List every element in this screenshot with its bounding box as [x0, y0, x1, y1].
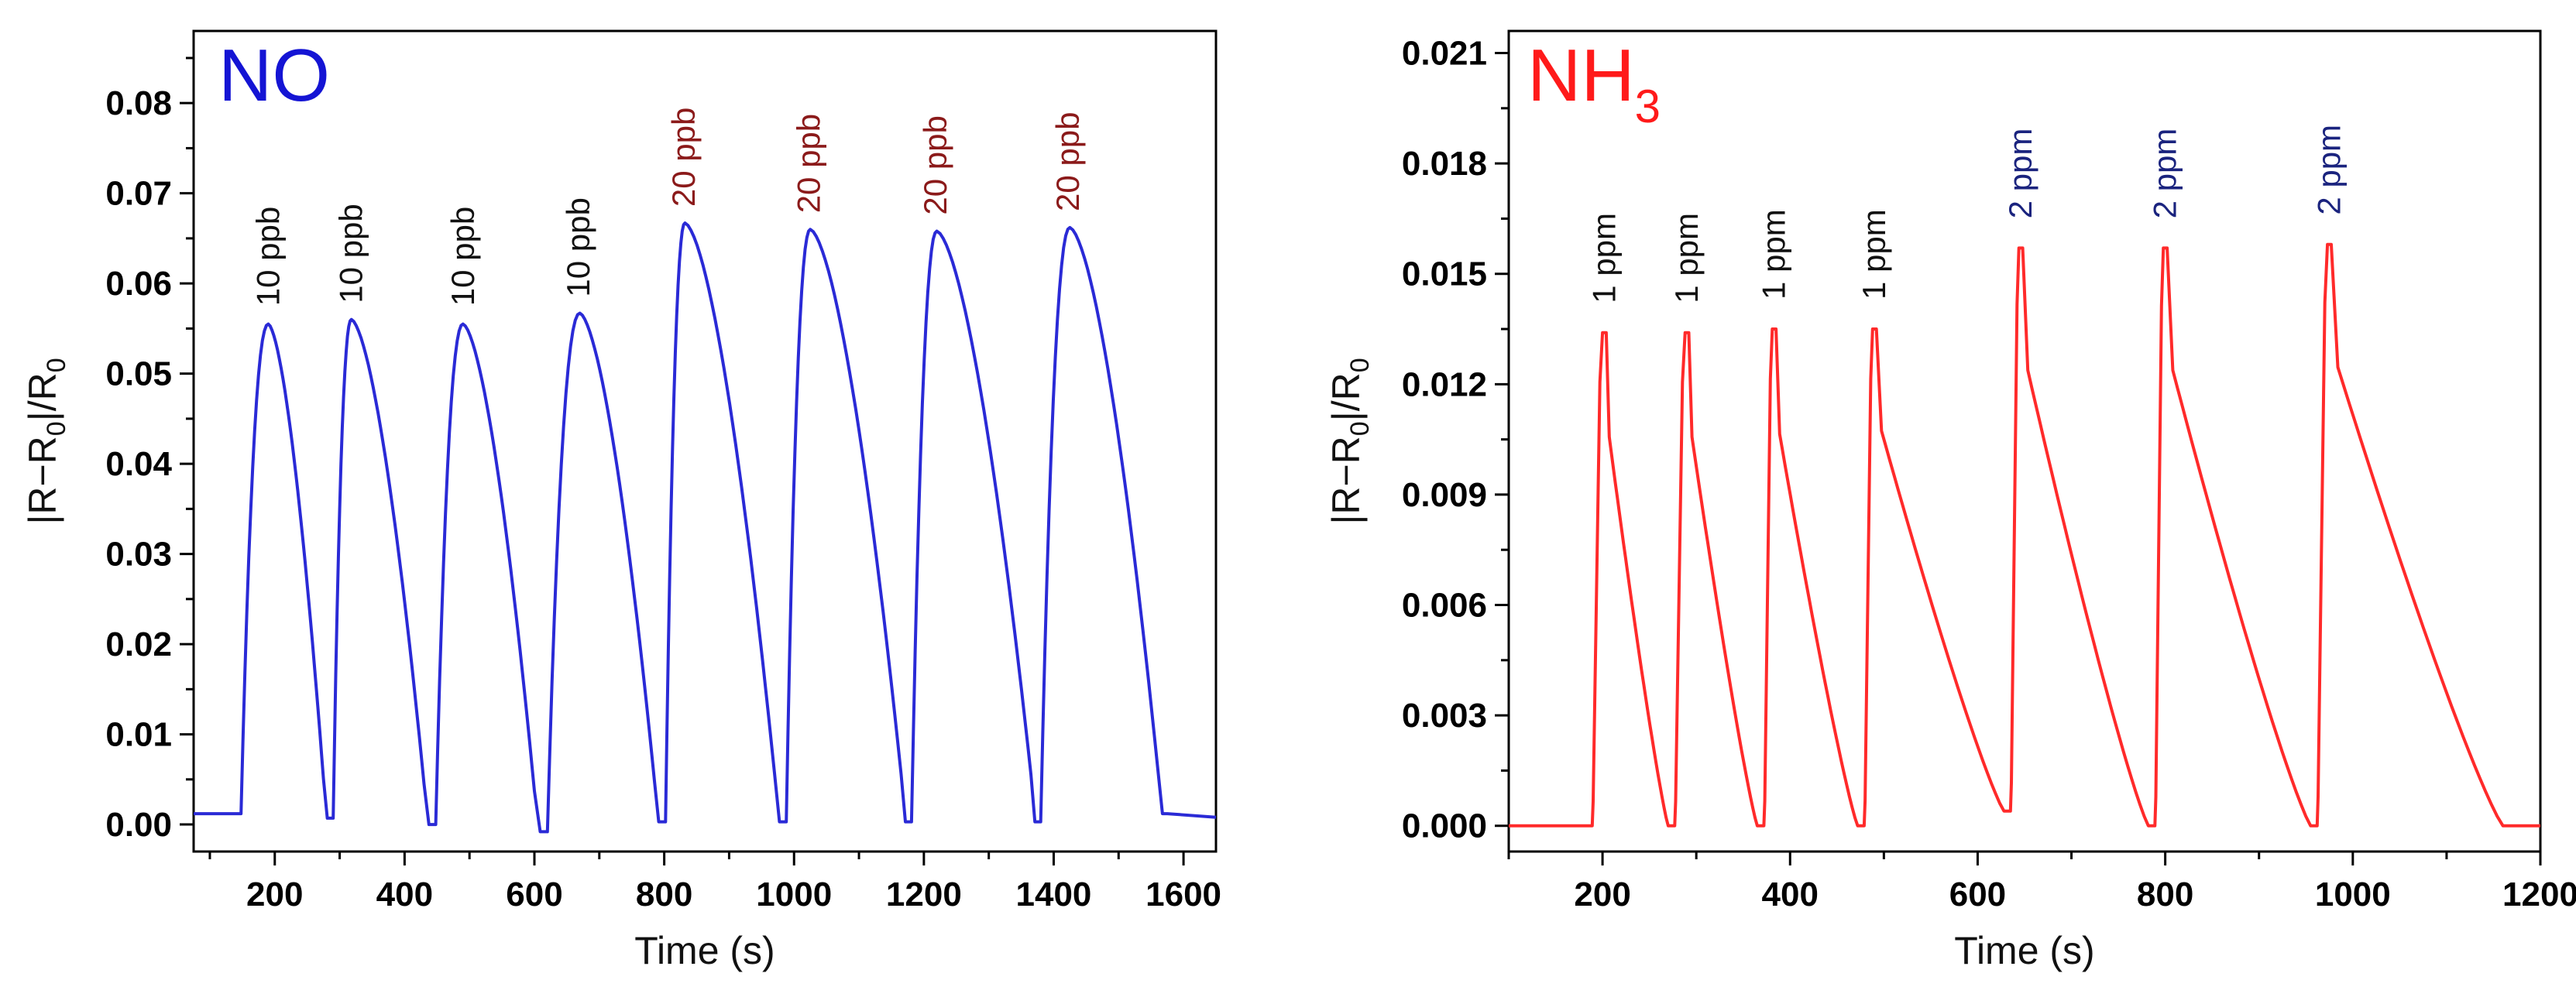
nh3-y-tick-label: 0.012 [1402, 365, 1487, 403]
nh3-y-tick-label: 0.003 [1402, 697, 1487, 735]
nh3-y-tick-label: 0.006 [1402, 587, 1487, 625]
nh3-y-title-part-1: |R−R [1324, 436, 1368, 524]
no-peak-label: 20 ppb [1049, 111, 1086, 211]
nh3-y-title-part-2: |/R [1324, 372, 1368, 421]
no-x-tick-label: 1400 [1016, 876, 1092, 913]
nh3-y-ticks: 0.000 0.003 0.006 0.009 0.012 0.015 0.018 0.021 [1402, 35, 1509, 845]
no-x-tick-label: 1000 [756, 876, 832, 913]
nh3-y-tick-label: 0.009 [1402, 476, 1487, 514]
no-y-tick-label: 0.07 [105, 175, 172, 213]
nh3-peak-label: 2 ppm [2147, 129, 2183, 219]
no-peak-label: 20 ppb [917, 115, 953, 214]
no-peak-label: 10 ppb [560, 197, 596, 296]
no-y-ticks: 0.00 0.01 0.02 0.03 0.04 0.05 0.06 0.07 0.08 [105, 57, 194, 844]
nh3-x-tick-label: 600 [1949, 876, 2006, 913]
nh3-y-tick-label: 0.000 [1402, 807, 1487, 845]
nh3-peak-labels: 1 ppm 1 ppm 1 ppm 1 ppm 2 ppm 2 ppm 2 ppm [1586, 125, 2348, 303]
no-y-tick-label: 0.01 [105, 716, 172, 754]
nh3-y-tick-label: 0.015 [1402, 255, 1487, 293]
no-y-tick-label: 0.00 [105, 806, 172, 844]
nh3-series [1509, 242, 2540, 828]
no-x-tick-label: 600 [506, 876, 562, 913]
nh3-peak-label: 1 ppm [1668, 213, 1705, 303]
nh3-response-line [1509, 242, 2540, 828]
no-y-title-part-1: |R−R [21, 436, 64, 524]
no-peak-label: 10 ppb [249, 207, 286, 306]
nh3-peak-label: 1 ppm [1856, 209, 1892, 300]
no-plot-frame [192, 29, 1218, 853]
nh3-x-tick-label: 1000 [2315, 876, 2391, 913]
nh3-x-axis-title: Time (s) [1954, 929, 2094, 972]
no-y-tick-label: 0.08 [105, 84, 172, 122]
nh3-chart-title: NH3 [1527, 34, 1661, 132]
nh3-peak-label: 2 ppm [2311, 125, 2348, 215]
no-chart-title: NO [218, 34, 330, 117]
nh3-y-tick-label: 0.018 [1402, 145, 1487, 183]
nh3-title-main: NH [1527, 34, 1635, 117]
no-y-title-sub-1: 0 [42, 421, 71, 436]
nh3-plot-frame [1507, 29, 2542, 853]
no-x-tick-label: 800 [636, 876, 692, 913]
nh3-x-tick-label: 200 [1574, 876, 1630, 913]
nh3-chart-panel: NH3 Time (s) |R−R0|/R0 200 400 600 800 1000 1… [1324, 29, 2576, 972]
no-x-tick-label: 1600 [1145, 876, 1221, 913]
nh3-peak-label: 1 ppm [1586, 213, 1623, 303]
no-y-tick-label: 0.04 [105, 445, 172, 483]
no-peak-label: 20 ppb [791, 114, 827, 213]
no-y-title-sub-2: 0 [42, 358, 71, 372]
no-y-tick-label: 0.05 [105, 355, 172, 393]
nh3-y-title-sub-1: 0 [1345, 421, 1375, 436]
nh3-x-tick-label: 400 [1762, 876, 1819, 913]
no-series [194, 221, 1217, 834]
no-x-axis-title: Time (s) [634, 929, 775, 972]
no-x-tick-label: 1200 [886, 876, 962, 913]
no-response-line [194, 221, 1217, 834]
nh3-y-tick-label: 0.021 [1402, 35, 1487, 73]
no-y-axis-title: |R−R0|/R0 [21, 358, 71, 524]
no-y-title-part-2: |/R [21, 372, 64, 421]
no-x-tick-label: 200 [246, 876, 303, 913]
nh3-peak-label: 1 ppm [1756, 209, 1792, 300]
nh3-y-title-sub-2: 0 [1345, 358, 1375, 372]
no-y-tick-label: 0.06 [105, 265, 172, 303]
nh3-x-ticks: 200 400 600 800 1000 1200 [1507, 852, 2576, 913]
no-x-ticks: 200 400 600 800 1000 1200 1400 1600 [208, 852, 1221, 913]
nh3-y-axis-title: |R−R0|/R0 [1324, 358, 1375, 524]
no-x-tick-label: 400 [376, 876, 433, 913]
no-peak-label: 20 ppb [665, 108, 702, 207]
nh3-peak-label: 2 ppm [2002, 129, 2038, 219]
no-peak-labels: 10 ppb 10 ppb 10 ppb 10 ppb 20 ppb 20 ppb 20 p… [249, 108, 1086, 307]
nh3-x-tick-label: 1200 [2502, 876, 2576, 913]
no-y-tick-label: 0.02 [105, 625, 172, 663]
no-y-tick-label: 0.03 [105, 536, 172, 574]
no-peak-label: 10 ppb [445, 207, 481, 306]
no-peak-label: 10 ppb [333, 204, 369, 303]
no-chart-panel: NO Time (s) |R−R0|/R0 200 400 600 800 1000 12… [21, 29, 1221, 972]
nh3-title-subscript: 3 [1635, 81, 1661, 132]
nh3-x-tick-label: 800 [2137, 876, 2193, 913]
